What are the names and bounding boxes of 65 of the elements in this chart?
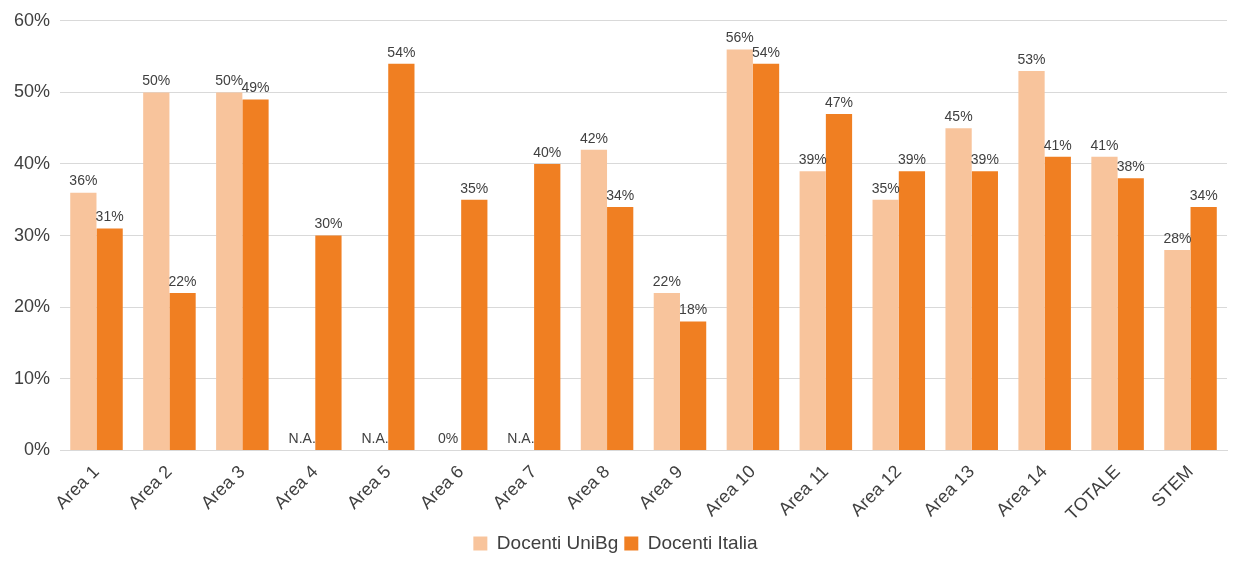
data-label: 40% — [533, 143, 562, 160]
bar — [799, 171, 826, 450]
bar — [607, 206, 634, 450]
y-tick-label: 0% — [24, 439, 51, 460]
bar — [726, 49, 753, 450]
text: N.A. — [288, 430, 316, 447]
data-label: 42% — [579, 129, 608, 146]
data-label: 28% — [1163, 229, 1192, 246]
data-label: 56% — [725, 29, 754, 46]
bar — [752, 63, 780, 450]
bar — [169, 292, 196, 450]
data-label: 35% — [460, 179, 489, 196]
data-label: 41% — [1090, 136, 1119, 153]
data-label: 54% — [387, 43, 416, 60]
data-label: 53% — [1017, 50, 1046, 67]
data-label: 50% — [142, 72, 171, 89]
data-label: 22% — [652, 272, 681, 289]
data-label: 31% — [95, 208, 124, 225]
bar — [388, 63, 415, 450]
y-tick-label: 60% — [14, 9, 51, 30]
bar — [580, 149, 608, 450]
data-label: 41% — [1043, 136, 1072, 153]
data-label: 54% — [752, 43, 781, 60]
y-tick-label: 40% — [14, 152, 51, 173]
bar — [945, 128, 972, 450]
y-tick-label: 10% — [14, 367, 51, 388]
bar — [1117, 178, 1144, 450]
text: N.A. — [507, 430, 535, 447]
data-label: 47% — [824, 93, 853, 110]
y-tick-label: 20% — [14, 296, 51, 317]
data-label: 39% — [970, 151, 999, 168]
bar — [534, 164, 561, 450]
bar — [653, 292, 680, 450]
bar — [971, 171, 998, 450]
bar — [872, 199, 899, 450]
bar — [825, 113, 853, 450]
bar — [679, 321, 707, 450]
bar — [1018, 70, 1045, 450]
y-tick-label: 30% — [14, 224, 51, 245]
data-label: 34% — [606, 186, 635, 203]
data-label: 30% — [314, 215, 343, 232]
data-label: 0% — [437, 430, 459, 447]
data-label: 45% — [944, 108, 973, 125]
bar — [1091, 156, 1118, 450]
data-label: 38% — [1116, 158, 1145, 175]
data-label: 34% — [1189, 186, 1218, 203]
bar — [216, 92, 243, 450]
bar — [242, 99, 269, 450]
data-label: 22% — [168, 272, 197, 289]
bar — [898, 171, 926, 450]
bar — [1044, 156, 1071, 450]
legend-label: Docenti Italia — [647, 531, 759, 553]
bar — [315, 235, 342, 450]
bar — [1190, 206, 1217, 450]
bar — [1164, 249, 1191, 450]
bar — [461, 199, 488, 450]
bar — [143, 92, 170, 450]
legend-label: Docenti UniBg — [496, 531, 619, 553]
data-label: 18% — [679, 301, 708, 318]
data-label: 39% — [897, 151, 926, 168]
data-label: 36% — [69, 172, 98, 189]
bar — [96, 228, 123, 450]
y-tick-label: 50% — [14, 81, 51, 102]
bar — [70, 192, 97, 450]
text: N.A. — [361, 430, 389, 447]
